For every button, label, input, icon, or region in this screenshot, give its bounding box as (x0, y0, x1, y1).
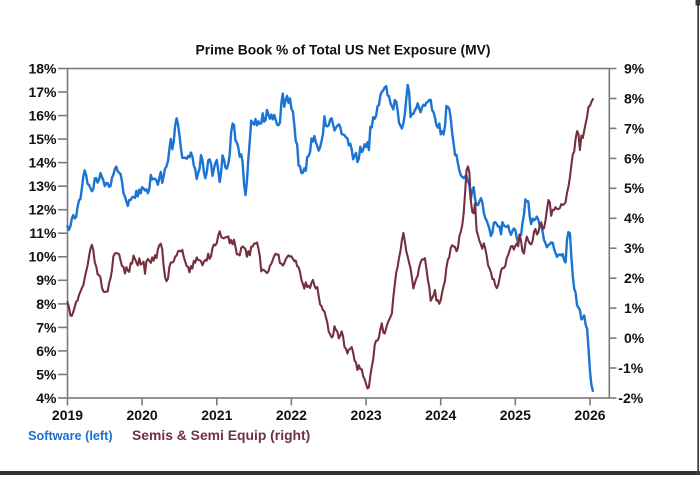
svg-text:6%: 6% (624, 150, 645, 166)
svg-text:12%: 12% (28, 202, 57, 218)
svg-text:3%: 3% (624, 240, 645, 256)
svg-text:5%: 5% (36, 366, 57, 382)
svg-text:Software (left): Software (left) (28, 429, 113, 443)
svg-text:2019: 2019 (52, 407, 83, 423)
svg-text:18%: 18% (28, 60, 57, 76)
svg-text:2022: 2022 (276, 407, 307, 423)
svg-text:9%: 9% (36, 272, 57, 288)
svg-text:2026: 2026 (574, 407, 605, 423)
svg-text:7%: 7% (624, 120, 645, 136)
svg-text:7%: 7% (36, 319, 57, 335)
svg-text:1%: 1% (624, 300, 645, 316)
svg-text:4%: 4% (36, 390, 57, 406)
svg-text:13%: 13% (28, 178, 57, 194)
svg-text:16%: 16% (28, 108, 57, 124)
svg-text:8%: 8% (36, 296, 57, 312)
svg-text:0%: 0% (624, 330, 645, 346)
svg-text:2024: 2024 (425, 407, 456, 423)
svg-text:2%: 2% (624, 270, 645, 286)
svg-text:Prime Book % of Total US Net E: Prime Book % of Total US Net Exposure (M… (196, 43, 491, 58)
svg-text:9%: 9% (624, 60, 645, 76)
svg-text:2020: 2020 (127, 407, 158, 423)
svg-text:11%: 11% (29, 225, 57, 241)
svg-text:2025: 2025 (500, 407, 531, 423)
svg-text:15%: 15% (28, 131, 57, 147)
svg-text:5%: 5% (624, 180, 645, 196)
svg-text:-1%: -1% (618, 360, 643, 376)
svg-text:6%: 6% (36, 343, 57, 359)
svg-text:4%: 4% (624, 210, 645, 226)
svg-text:-2%: -2% (618, 390, 643, 406)
svg-text:17%: 17% (28, 84, 57, 100)
svg-text:8%: 8% (624, 90, 645, 106)
svg-text:2021: 2021 (201, 407, 232, 423)
svg-text:Semis & Semi Equip (right): Semis & Semi Equip (right) (132, 427, 310, 443)
svg-text:10%: 10% (28, 249, 57, 265)
svg-text:14%: 14% (28, 155, 57, 171)
svg-text:2023: 2023 (351, 407, 382, 423)
